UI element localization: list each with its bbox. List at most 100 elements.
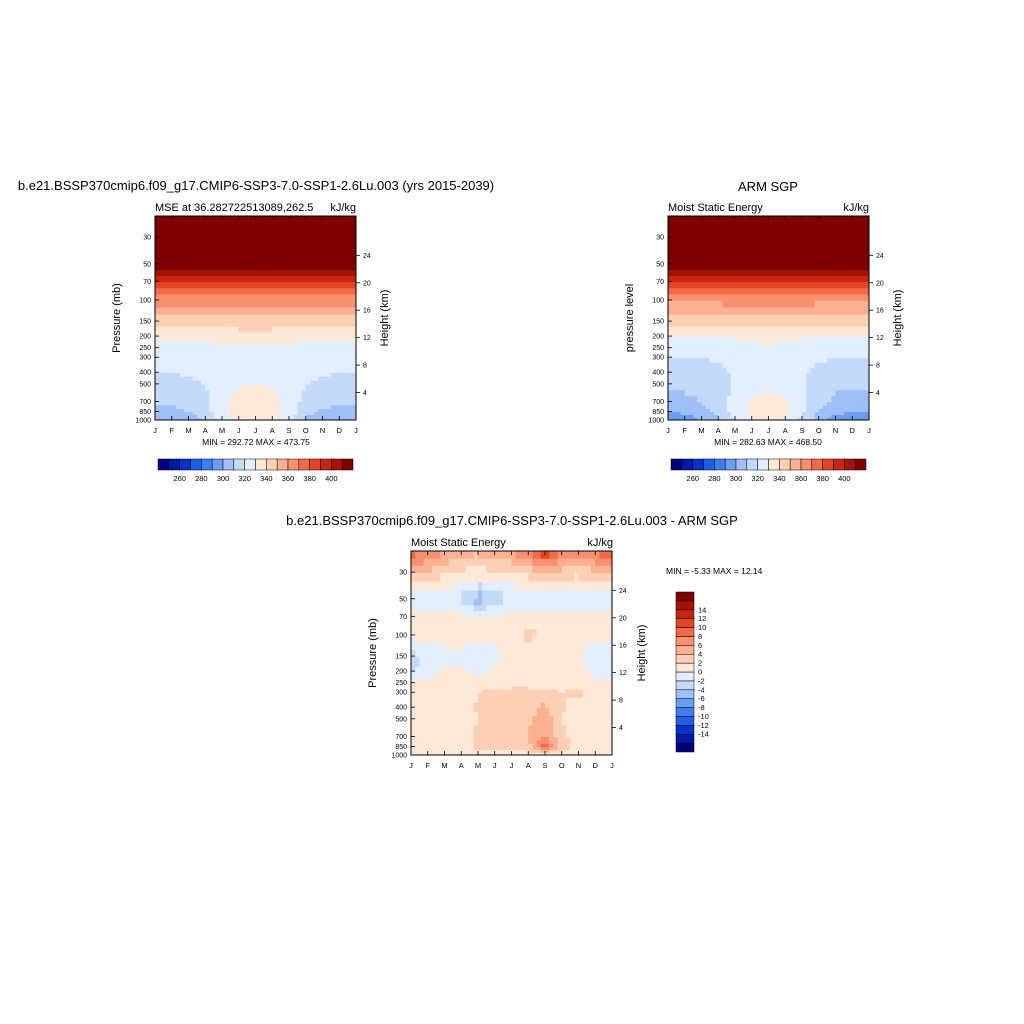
heatmap-cell [705, 379, 711, 385]
heatmap-cell [856, 275, 862, 282]
heatmap-cell [768, 254, 774, 265]
heatmap-cell [448, 749, 454, 753]
heatmap-cell [347, 389, 353, 397]
heatmap-cell [688, 401, 694, 406]
heatmap-cell [789, 293, 795, 301]
colorbar-swatch [320, 458, 332, 471]
heatmap-cell [230, 339, 236, 345]
heatmap-cell [330, 293, 336, 301]
heatmap-cell [852, 367, 858, 373]
heatmap-cell [188, 216, 194, 224]
heatmap-cell [280, 357, 286, 363]
heatmap-cell [835, 246, 841, 256]
heatmap-cell [714, 414, 719, 418]
heatmap-cell [785, 275, 791, 282]
heatmap-cell [827, 216, 832, 224]
heatmap-cell [326, 326, 332, 332]
heatmap-cell [330, 395, 336, 402]
heatmap-cell [591, 736, 596, 741]
heatmap-cell [155, 326, 160, 332]
heatmap-cell [318, 237, 324, 247]
heatmap-cell [175, 367, 181, 373]
heatmap-cell [411, 674, 416, 680]
heatmap-cell [297, 417, 303, 420]
heatmap-cell [242, 299, 248, 308]
heatmap-cell [582, 702, 588, 708]
heatmap-cell [751, 254, 757, 265]
heatmap-cell [701, 326, 707, 332]
heatmap-cell [478, 714, 483, 720]
heatmap-cell [268, 299, 273, 308]
heatmap-cell [171, 404, 177, 409]
heatmap-cell [797, 321, 803, 327]
heatmap-cell [272, 408, 278, 413]
heatmap-cell [860, 404, 866, 409]
heatmap-cell [268, 401, 273, 406]
heatmap-cell [515, 749, 521, 753]
heatmap-cell [293, 293, 298, 301]
heatmap-cell [251, 246, 257, 256]
heatmap-cell [289, 269, 294, 277]
heatmap-cell [188, 246, 194, 256]
heatmap-cell [553, 743, 559, 748]
heatmap-cell [335, 263, 340, 271]
heatmap-cell [448, 697, 454, 703]
x-tick-label: J [354, 426, 358, 435]
heatmap-cell [806, 411, 811, 415]
colorbar-tick-label: 380 [303, 474, 316, 483]
heatmap-cell [217, 314, 223, 322]
heatmap-cell [595, 714, 601, 720]
heatmap-cell [668, 263, 673, 271]
panel-left-ylabel: Pressure (mb) [111, 283, 123, 353]
colorbar-swatch [287, 458, 300, 471]
heatmap-cell [482, 685, 487, 690]
heatmap-cell [259, 408, 265, 413]
heatmap-cell [268, 306, 273, 315]
heatmap-cell [444, 752, 450, 755]
colorbar-swatch [811, 458, 823, 471]
heatmap-cell [268, 395, 273, 402]
heatmap-cell [818, 254, 824, 265]
heatmap-cell [603, 743, 609, 748]
heatmap-cell [284, 354, 290, 358]
heatmap-cell [301, 299, 307, 308]
heatmap-cell [582, 743, 588, 748]
heatmap-cell [814, 269, 820, 277]
heatmap-cell [184, 350, 190, 355]
heatmap-cell [171, 263, 177, 271]
heatmap-cell [318, 275, 324, 282]
heatmap-cell [793, 362, 799, 368]
heatmap-cell [726, 347, 732, 352]
heatmap-cell [810, 362, 816, 368]
heatmap-cell [532, 724, 538, 732]
heatmap-cell [431, 682, 437, 687]
heatmap-cell [806, 254, 811, 265]
heatmap-cell [242, 404, 248, 409]
heatmap-cell [726, 306, 732, 315]
heatmap-cell [175, 411, 181, 415]
heatmap-cell [167, 395, 173, 402]
heatmap-cell [167, 411, 173, 415]
heatmap-cell [714, 299, 719, 308]
heatmap-cell [457, 711, 462, 716]
heatmap-cell [276, 287, 282, 295]
heatmap-cell [701, 299, 707, 308]
heatmap-cell [461, 689, 467, 693]
heatmap-cell [578, 685, 584, 690]
heatmap-cell [680, 246, 686, 256]
heatmap-cell [457, 730, 462, 737]
heatmap-cell [482, 702, 487, 708]
heatmap-cell [739, 314, 744, 322]
heatmap-cell [251, 237, 257, 247]
heatmap-cell [465, 746, 471, 750]
heatmap-cell [553, 674, 559, 680]
panel-diff-subtitle-left: Moist Static Energy [411, 537, 506, 549]
heatmap-cell [827, 314, 832, 322]
heatmap-cell [595, 697, 601, 703]
heatmap-cell [722, 362, 728, 368]
heatmap-cell [557, 685, 563, 690]
heatmap-cell [411, 711, 416, 716]
heatmap-cell [860, 411, 866, 415]
heatmap-cell [860, 216, 866, 224]
heatmap-cell [465, 678, 471, 684]
